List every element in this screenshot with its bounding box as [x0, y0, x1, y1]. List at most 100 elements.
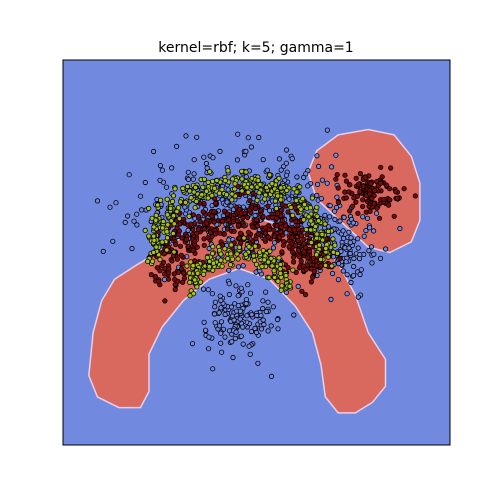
- data-point-cluster-6: [332, 242, 338, 248]
- data-point-cluster-4: [298, 232, 305, 238]
- data-point-cluster-6: [219, 187, 225, 193]
- data-point-cluster-7: [218, 257, 224, 263]
- data-point-cluster-1: [191, 157, 197, 163]
- data-point-cluster-3: [382, 246, 389, 252]
- data-point-cluster-1: [191, 171, 197, 177]
- data-point-cluster-5: [372, 188, 378, 194]
- data-point-cluster-5: [368, 180, 374, 187]
- data-point-cluster-5: [393, 189, 399, 195]
- data-point-cluster-1: [131, 218, 137, 224]
- data-point-cluster-6: [301, 217, 307, 223]
- data-point-cluster-4: [290, 259, 297, 265]
- data-point-cluster-2: [218, 297, 224, 304]
- data-point-cluster-2: [212, 299, 218, 305]
- data-point-cluster-4: [173, 241, 179, 248]
- data-point-cluster-1: [107, 204, 113, 210]
- data-point-cluster-1: [134, 211, 140, 217]
- data-point-cluster-6: [244, 185, 250, 191]
- data-point-cluster-7: [259, 263, 265, 269]
- data-point-cluster-4: [211, 219, 217, 225]
- data-point-cluster-5: [391, 213, 397, 219]
- data-point-cluster-1: [303, 171, 309, 177]
- data-point-cluster-1: [142, 179, 148, 186]
- data-point-cluster-6: [254, 197, 260, 203]
- data-point-cluster-4: [271, 233, 277, 239]
- data-point-cluster-6: [192, 184, 199, 191]
- data-point-cluster-6: [269, 181, 275, 187]
- data-point-cluster-7: [252, 243, 258, 249]
- data-point-cluster-6: [263, 185, 269, 191]
- data-point-cluster-2: [237, 316, 243, 322]
- data-point-cluster-3: [341, 214, 347, 220]
- data-point-cluster-6: [294, 189, 300, 195]
- data-point-cluster-4: [184, 237, 190, 243]
- data-point-cluster-2: [212, 320, 218, 326]
- data-point-cluster-1: [344, 271, 350, 278]
- data-point-cluster-6: [146, 205, 152, 211]
- data-point-cluster-6: [191, 189, 197, 195]
- data-point-cluster-7: [234, 251, 240, 257]
- data-point-cluster-4: [278, 229, 284, 235]
- data-point-cluster-4: [304, 232, 310, 238]
- data-point-cluster-4: [200, 209, 206, 215]
- data-point-cluster-6: [334, 250, 340, 256]
- data-point-cluster-7: [218, 251, 224, 257]
- data-point-cluster-4: [266, 226, 272, 233]
- data-point-cluster-6: [151, 249, 157, 255]
- data-point-cluster-1: [397, 225, 403, 232]
- data-point-cluster-6: [329, 263, 335, 269]
- data-point-cluster-6: [316, 242, 322, 248]
- data-point-cluster-7: [236, 244, 242, 250]
- data-point-cluster-6: [314, 204, 320, 210]
- data-point-cluster-2: [238, 333, 244, 339]
- data-point-cluster-3: [368, 244, 375, 250]
- data-point-cluster-1: [256, 134, 262, 141]
- data-point-cluster-7: [278, 287, 284, 293]
- data-point-cluster-1: [210, 155, 216, 161]
- data-point-cluster-6: [160, 218, 166, 225]
- data-point-cluster-6: [297, 184, 303, 190]
- data-point-cluster-2: [263, 308, 269, 315]
- data-point-cluster-1: [252, 212, 258, 219]
- data-point-cluster-6: [184, 183, 191, 190]
- data-point-cluster-1: [194, 134, 200, 140]
- data-point-cluster-1: [355, 236, 361, 242]
- data-point-cluster-1: [185, 176, 192, 182]
- data-point-cluster-7: [268, 255, 274, 261]
- data-point-cluster-6: [308, 239, 314, 246]
- data-point-cluster-6: [314, 231, 320, 237]
- data-point-cluster-1: [264, 167, 270, 173]
- data-point-cluster-3: [361, 233, 367, 239]
- data-point-cluster-4: [281, 238, 287, 245]
- data-point-cluster-6: [170, 193, 177, 199]
- data-point-cluster-7: [290, 267, 296, 273]
- data-point-cluster-6: [315, 218, 322, 224]
- data-point-cluster-6: [273, 205, 279, 211]
- data-point-cluster-7: [206, 264, 212, 270]
- data-point-cluster-6: [308, 218, 314, 224]
- data-point-cluster-2: [218, 330, 224, 336]
- data-point-cluster-4: [247, 198, 253, 204]
- data-point-cluster-2: [228, 304, 235, 310]
- data-point-cluster-6: [192, 205, 198, 211]
- data-point-cluster-3: [337, 218, 343, 224]
- data-point-cluster-2: [216, 323, 223, 329]
- data-point-cluster-2: [203, 327, 209, 333]
- data-point-cluster-2: [258, 312, 264, 319]
- data-point-cluster-4: [258, 208, 264, 214]
- data-point-cluster-6: [307, 205, 313, 211]
- data-point-cluster-4: [313, 263, 320, 269]
- data-point-cluster-6: [146, 233, 152, 239]
- data-point-cluster-1: [235, 264, 242, 270]
- data-point-cluster-6: [168, 205, 174, 211]
- data-point-cluster-2: [268, 373, 275, 379]
- data-point-cluster-1: [322, 212, 328, 218]
- data-point-cluster-4: [221, 208, 228, 214]
- data-point-cluster-4: [301, 249, 307, 255]
- data-point-cluster-3: [366, 248, 372, 254]
- data-point-cluster-4: [220, 218, 226, 224]
- data-point-cluster-3: [333, 204, 340, 211]
- data-point-cluster-4: [337, 255, 343, 262]
- data-point-cluster-7: [271, 274, 278, 281]
- data-point-cluster-5: [335, 199, 342, 206]
